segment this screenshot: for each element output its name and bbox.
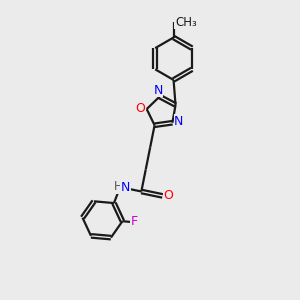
Text: F: F [130, 215, 138, 228]
Text: N: N [174, 115, 184, 128]
Text: O: O [164, 189, 173, 203]
Text: H: H [113, 180, 122, 193]
Text: N: N [154, 84, 163, 97]
Text: N: N [121, 181, 130, 194]
Text: O: O [135, 102, 145, 115]
Text: CH₃: CH₃ [175, 16, 197, 29]
